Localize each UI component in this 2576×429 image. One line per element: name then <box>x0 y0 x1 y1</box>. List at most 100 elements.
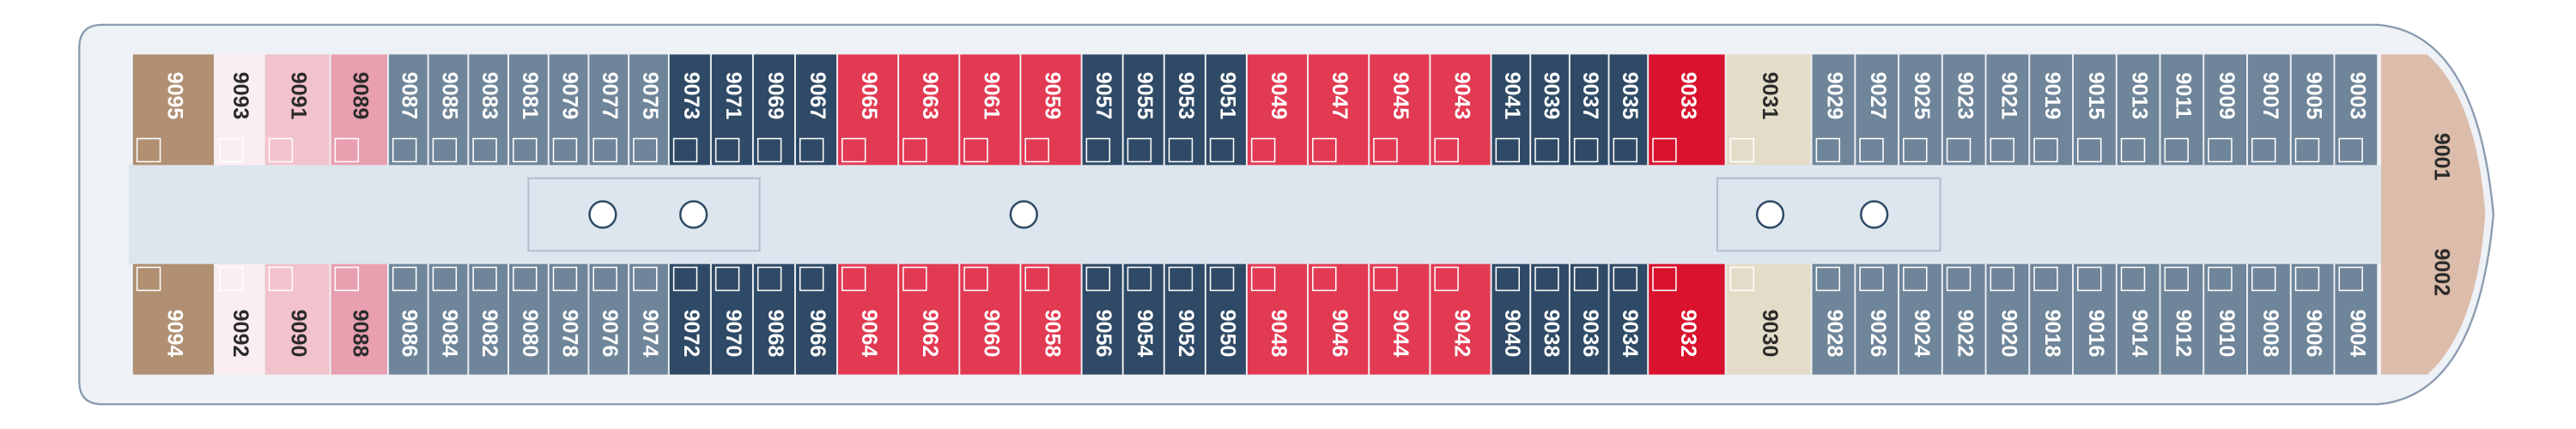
cabin-bath <box>1373 137 1398 163</box>
cabin-bath <box>268 266 294 292</box>
cabin-number: 9018 <box>2040 310 2064 358</box>
cabin-bath <box>1613 266 1638 292</box>
cabin-bath <box>1573 137 1599 163</box>
cabin-bath <box>1534 137 1559 163</box>
cabin-bath <box>902 266 927 292</box>
cabin-bath <box>2251 137 2276 163</box>
cabin-number: 9010 <box>2215 310 2239 358</box>
cabin-number: 9004 <box>2345 310 2369 358</box>
cabin-bath <box>513 266 538 292</box>
cabin-bath <box>1127 137 1152 163</box>
cabin-bath <box>2251 266 2276 292</box>
cabin-number: 9046 <box>1327 310 1352 358</box>
cabin-number: 9033 <box>1676 72 1700 120</box>
cabin-bath <box>592 137 617 163</box>
cabin-bath <box>1168 137 1194 163</box>
cabin-bath <box>2294 137 2320 163</box>
cabin-number: 9041 <box>1500 72 1524 120</box>
cabin-bath <box>2294 266 2320 292</box>
cabin-number: 9002 <box>2430 248 2454 296</box>
cabin-number: 9001 <box>2430 133 2454 181</box>
corridor <box>129 165 2383 264</box>
cabin-bath <box>268 137 294 163</box>
cabin-number: 9039 <box>1539 72 1563 120</box>
cabin-number: 9019 <box>2040 72 2064 120</box>
cabin-bath <box>136 137 161 163</box>
cabin-number: 9090 <box>287 310 311 358</box>
cabin-number: 9094 <box>162 310 186 358</box>
cabin-bath <box>334 266 360 292</box>
icons <box>588 200 1889 229</box>
cabin-bath <box>1434 266 1459 292</box>
cabin-number: 9083 <box>477 72 501 120</box>
cabin-bath <box>2033 137 2058 163</box>
stairs-icon <box>588 200 617 229</box>
cabin-number: 9085 <box>437 72 461 120</box>
cabin-bath <box>2077 137 2102 163</box>
cabin-bath <box>756 137 782 163</box>
cabin-bath <box>334 137 360 163</box>
cabin-number: 9048 <box>1267 310 1291 358</box>
cabin-bath <box>219 266 244 292</box>
cabin-number: 9059 <box>1040 72 1064 120</box>
cabin-bath <box>513 137 538 163</box>
cabin-number: 9035 <box>1618 72 1642 120</box>
cabin-number: 9014 <box>2128 310 2152 358</box>
cabin-number: 9007 <box>2258 72 2282 120</box>
cabin-bath <box>714 137 740 163</box>
cabin-bath <box>2077 266 2102 292</box>
cabin-number: 9077 <box>598 72 622 120</box>
cabin-number: 9049 <box>1267 72 1291 120</box>
cabin-number: 9080 <box>518 310 542 358</box>
cabin-number: 9058 <box>1040 310 1064 358</box>
cabin-number: 9011 <box>2171 72 2195 118</box>
cabin-bath <box>1990 266 2015 292</box>
cabin-bath <box>1815 137 1841 163</box>
cabin-number: 9020 <box>1996 310 2020 358</box>
cabin-bath <box>219 137 244 163</box>
cabin-number: 9095 <box>162 72 186 120</box>
cabin-number: 9029 <box>1822 72 1846 120</box>
cabin-bath <box>2120 137 2146 163</box>
service-icon <box>1009 200 1038 229</box>
stair-area <box>527 177 761 252</box>
cabin-number: 9013 <box>2128 72 2152 120</box>
cabin-bath <box>2338 266 2363 292</box>
cabin-bath <box>1168 266 1194 292</box>
cabin-number: 9072 <box>679 310 703 358</box>
cabin-bath <box>963 137 988 163</box>
cabin-number: 9091 <box>287 72 311 120</box>
cabin-bath <box>633 266 658 292</box>
cabin-number: 9009 <box>2215 72 2239 120</box>
cabin-number: 9070 <box>721 310 745 358</box>
cabin-bath <box>1250 137 1276 163</box>
cabin-bath <box>1990 137 2015 163</box>
cabin-bath <box>841 137 866 163</box>
cabin-bath <box>472 266 497 292</box>
cabin-number: 9066 <box>805 310 829 358</box>
cabin-number: 9023 <box>1953 72 1978 120</box>
cabin-number: 9063 <box>918 72 942 120</box>
cabin-number: 9032 <box>1676 310 1700 358</box>
cabin-bath <box>672 137 698 163</box>
cabin-bath <box>2338 137 2363 163</box>
cabin-number: 9015 <box>2084 72 2108 120</box>
cabin-number: 9061 <box>979 72 1003 120</box>
cabin-bath <box>472 137 497 163</box>
elevator-icon <box>1755 200 1785 229</box>
cabin-number: 9051 <box>1215 72 1239 120</box>
cabin-number: 9006 <box>2302 310 2326 358</box>
cabin-number: 9068 <box>763 310 787 358</box>
cabin-number: 9093 <box>228 72 252 120</box>
stairs-icon <box>1860 200 1889 229</box>
cabin-number: 9082 <box>477 310 501 358</box>
cabin-number: 9057 <box>1091 72 1115 120</box>
cabin-number: 9027 <box>1866 72 1890 120</box>
stair-area <box>1716 177 1941 252</box>
cabin-bath <box>1946 137 1971 163</box>
cabin-bath <box>1085 266 1111 292</box>
cabin-number: 9060 <box>979 310 1003 358</box>
cabin-bath <box>592 266 617 292</box>
cabin-bath <box>392 137 417 163</box>
cabin-number: 9053 <box>1174 72 1198 120</box>
